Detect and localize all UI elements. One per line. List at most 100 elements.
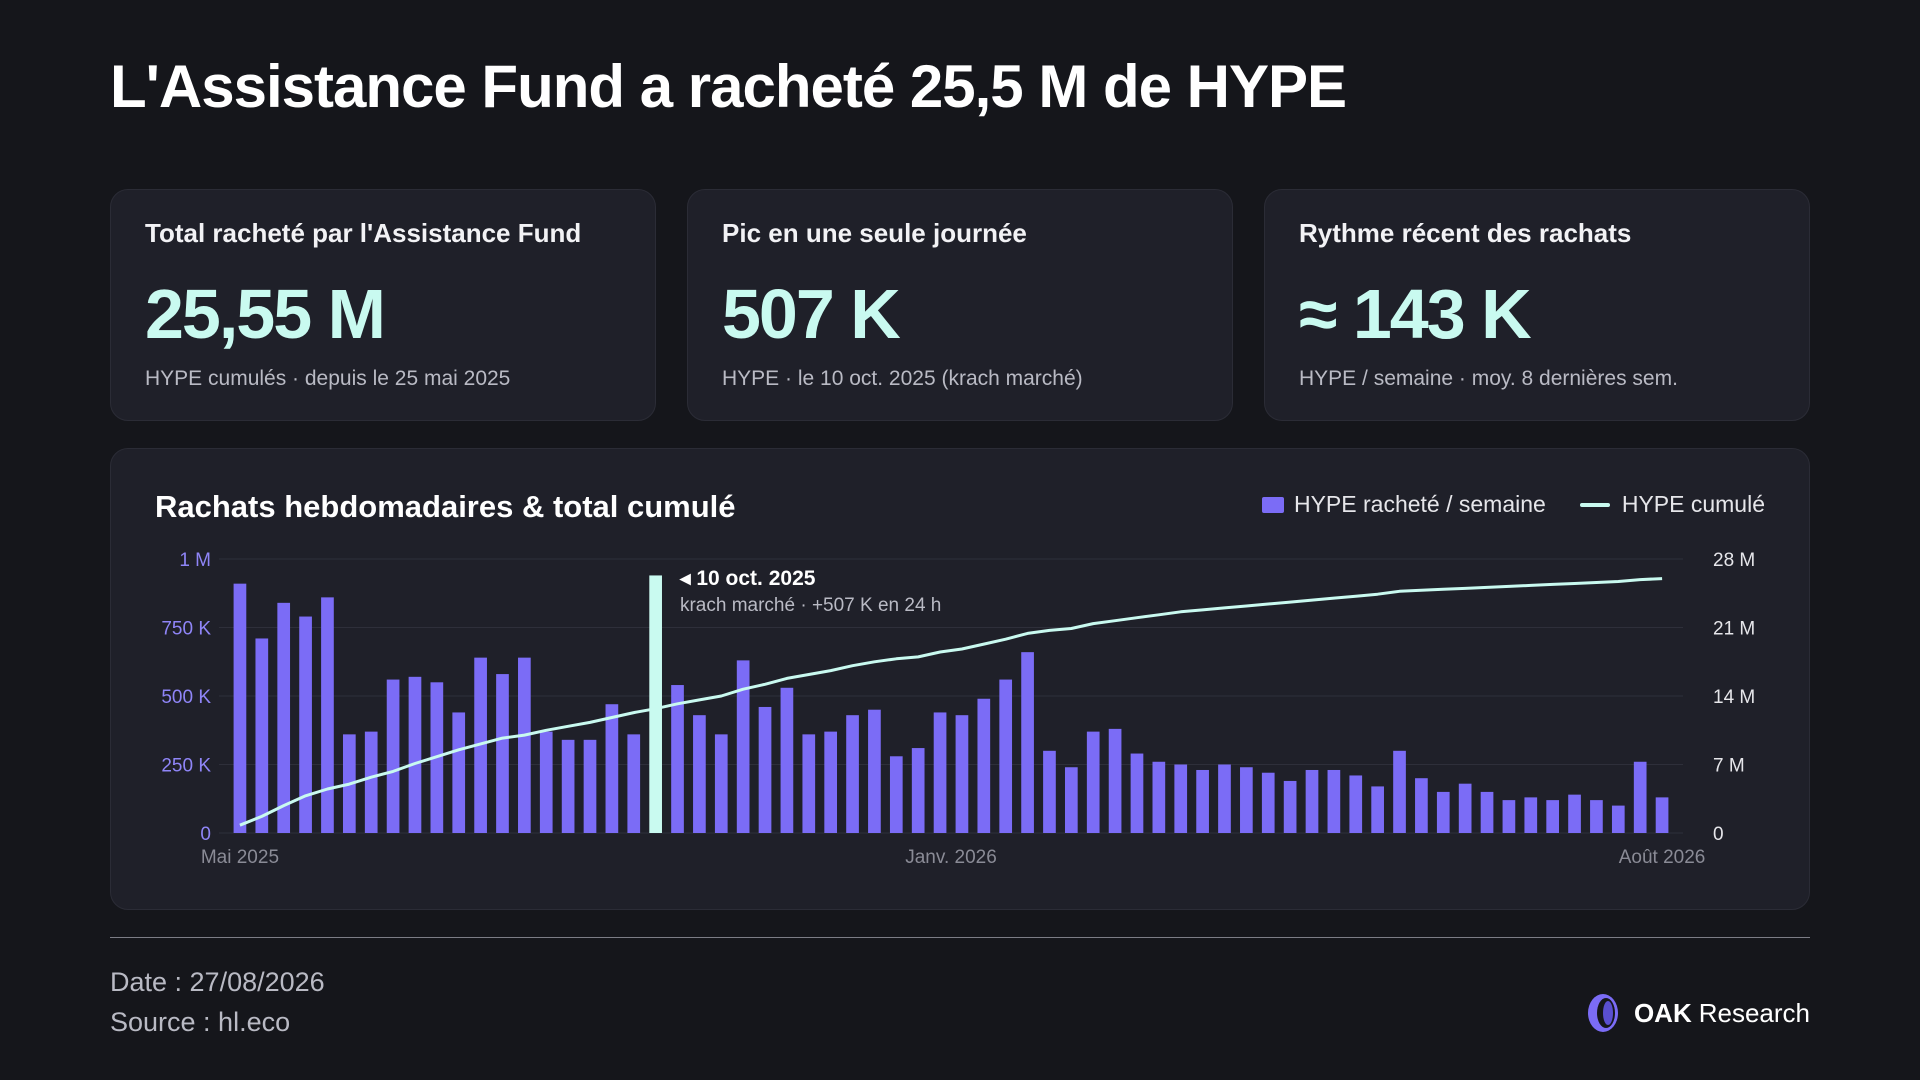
bar (955, 715, 969, 833)
stat-value: 507 K (722, 275, 901, 353)
page-title: L'Assistance Fund a racheté 25,5 M de HY… (110, 53, 1347, 120)
bar (802, 734, 816, 833)
bar (1546, 800, 1560, 833)
bar (1174, 764, 1188, 833)
bar (1349, 775, 1363, 833)
bar (671, 685, 684, 833)
x-axis-tick-label: Mai 2025 (201, 847, 279, 868)
bar (1458, 783, 1472, 833)
bar (1655, 797, 1669, 833)
annotation-note: krach marché · +507 K en 24 h (680, 595, 941, 616)
right-axis-tick-label: 7 M (1713, 756, 1745, 777)
bar (605, 704, 619, 833)
bar (1196, 769, 1209, 833)
stat-card-total: Total racheté par l'Assistance Fund 25,5… (110, 189, 656, 421)
bar (1371, 786, 1384, 833)
stat-subtext: HYPE cumulés · depuis le 25 mai 2025 (145, 367, 511, 390)
bar (321, 597, 334, 833)
bar (1415, 778, 1428, 833)
bar (758, 706, 772, 833)
bar (1283, 780, 1297, 833)
legend-line-swatch (1579, 502, 1610, 507)
bar (1568, 794, 1581, 833)
bar (999, 679, 1013, 833)
bar (452, 712, 466, 833)
bar (736, 660, 750, 833)
left-axis-tick-label: 1 M (179, 550, 211, 571)
annotation-date: ◂ 10 oct. 2025 (679, 567, 816, 590)
right-axis-tick-label: 21 M (1713, 619, 1755, 640)
x-axis-tick-label: Janv. 2026 (905, 847, 997, 868)
stat-subtext: HYPE / semaine · moy. 8 dernières sem. (1299, 367, 1678, 390)
bar (1240, 767, 1253, 833)
bar (1021, 652, 1034, 833)
legend-bar-swatch (1261, 496, 1284, 513)
legend-bar-label: HYPE racheté / semaine (1293, 491, 1546, 517)
stat-value: 25,55 M (145, 275, 386, 353)
bar (1152, 761, 1166, 833)
bar (583, 739, 597, 833)
footer-divider (110, 937, 1810, 938)
bar (1305, 769, 1319, 833)
left-axis-tick-label: 0 (200, 824, 211, 845)
bar (868, 709, 881, 833)
bar (386, 679, 400, 833)
left-axis-tick-label: 250 K (161, 756, 211, 777)
bar (1043, 750, 1056, 833)
footer-date: Date : 27/08/2026 (110, 967, 325, 997)
footer-info: Date : 27/08/2026 Source : hl.eco (110, 962, 325, 1042)
bar (1611, 805, 1625, 833)
bar (518, 657, 531, 833)
bar (233, 583, 247, 833)
right-axis-tick-label: 14 M (1713, 687, 1755, 708)
bar (780, 687, 794, 833)
bar (1261, 772, 1275, 833)
bar (627, 734, 641, 833)
oak-logo-icon (1587, 994, 1618, 1032)
cumulative-line (239, 577, 1663, 827)
bar (299, 616, 312, 833)
right-axis-tick-label: 0 (1713, 824, 1724, 845)
chart-legend: HYPE racheté / semaine HYPE cumulé (1261, 491, 1765, 518)
stat-label: Pic en une seule journée (722, 218, 1027, 248)
bar (977, 698, 991, 833)
bar (1327, 769, 1341, 833)
bar (889, 756, 903, 833)
left-axis-tick-label: 750 K (161, 619, 211, 640)
stat-value: ≈ 143 K (1299, 275, 1532, 353)
bar (1502, 800, 1516, 833)
bar (824, 731, 838, 833)
bar (1480, 791, 1494, 833)
footer-source: Source : hl.eco (110, 1007, 291, 1037)
bar (846, 715, 859, 833)
bar (561, 739, 575, 833)
stat-card-peak: Pic en une seule journée 507 K HYPE · le… (687, 189, 1233, 421)
bar (539, 731, 553, 833)
bar (408, 676, 422, 833)
stat-label: Rythme récent des rachats (1299, 218, 1632, 248)
bar (1086, 731, 1100, 833)
bar (1064, 767, 1078, 833)
bar (1393, 750, 1406, 833)
bar (933, 712, 947, 833)
bar (1130, 753, 1144, 833)
bar (364, 731, 378, 833)
legend-line-label: HYPE cumulé (1621, 491, 1765, 517)
bar (1524, 797, 1538, 833)
bar (496, 674, 509, 833)
bar (1590, 800, 1603, 833)
bar (1633, 761, 1647, 833)
stat-card-pace: Rythme récent des rachats ≈ 143 K HYPE /… (1264, 189, 1810, 421)
stat-label: Total racheté par l'Assistance Fund (145, 218, 582, 248)
brand-name-rest: Research (1698, 997, 1810, 1028)
bar (693, 715, 706, 833)
brand-logo: OAK Research (1584, 992, 1810, 1034)
bar (1436, 791, 1450, 833)
x-axis-tick-label: Août 2026 (1619, 847, 1706, 868)
highlight-bar (649, 575, 662, 833)
bar (1108, 728, 1122, 833)
bar (1218, 764, 1231, 833)
bar (277, 602, 291, 833)
